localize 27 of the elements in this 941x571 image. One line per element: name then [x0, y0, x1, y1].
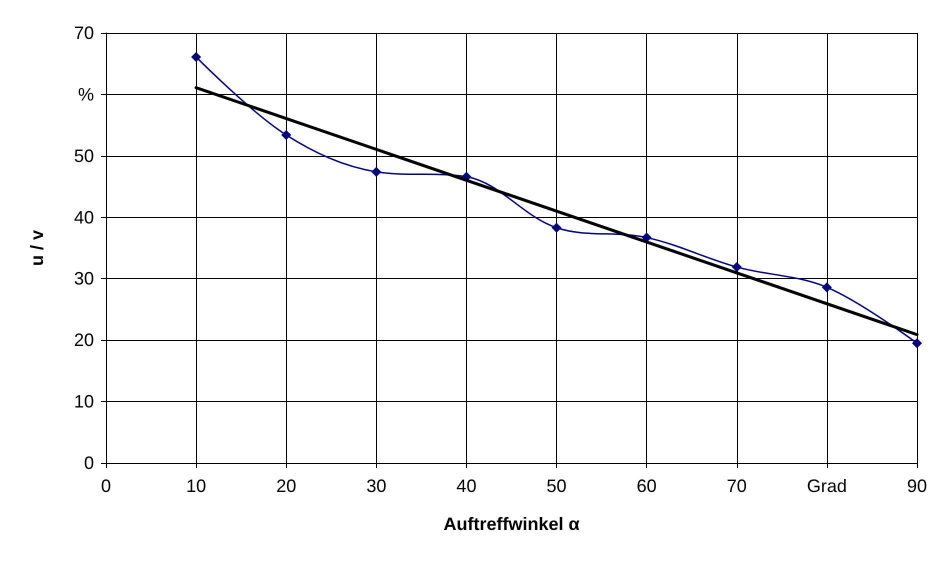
y-tick-label: 40 [74, 207, 94, 228]
y-axis-title: u / v [27, 230, 47, 266]
point [732, 262, 742, 272]
x-tick-label: 10 [186, 476, 206, 496]
x-tick-label: 40 [456, 476, 476, 496]
x-tick-label: 70 [726, 476, 747, 496]
point [191, 52, 202, 62]
y-tick-label: 70 [74, 23, 94, 43]
point [822, 282, 832, 292]
point [552, 222, 562, 233]
x-tick-label: 20 [276, 476, 296, 496]
x-tick-label: 60 [636, 476, 657, 496]
x-tick-label: 90 [906, 476, 928, 496]
point [371, 166, 382, 177]
y-tick-label: % [78, 84, 94, 104]
point [912, 338, 922, 348]
x-tick-label: 30 [366, 476, 386, 496]
y-tick-label: 30 [74, 268, 94, 289]
x-tick-label: Grad [806, 476, 847, 496]
y-tick-label: 10 [74, 392, 94, 412]
x-tick-label: 0 [100, 476, 112, 496]
y-tick-label: 20 [74, 330, 94, 350]
x-axis-title: Auftreffwinkel α [443, 514, 580, 534]
y-tick-label: 0 [84, 453, 94, 473]
x-tick-label: 50 [546, 476, 567, 496]
point [281, 130, 292, 140]
y-tick-label: 50 [74, 146, 94, 166]
